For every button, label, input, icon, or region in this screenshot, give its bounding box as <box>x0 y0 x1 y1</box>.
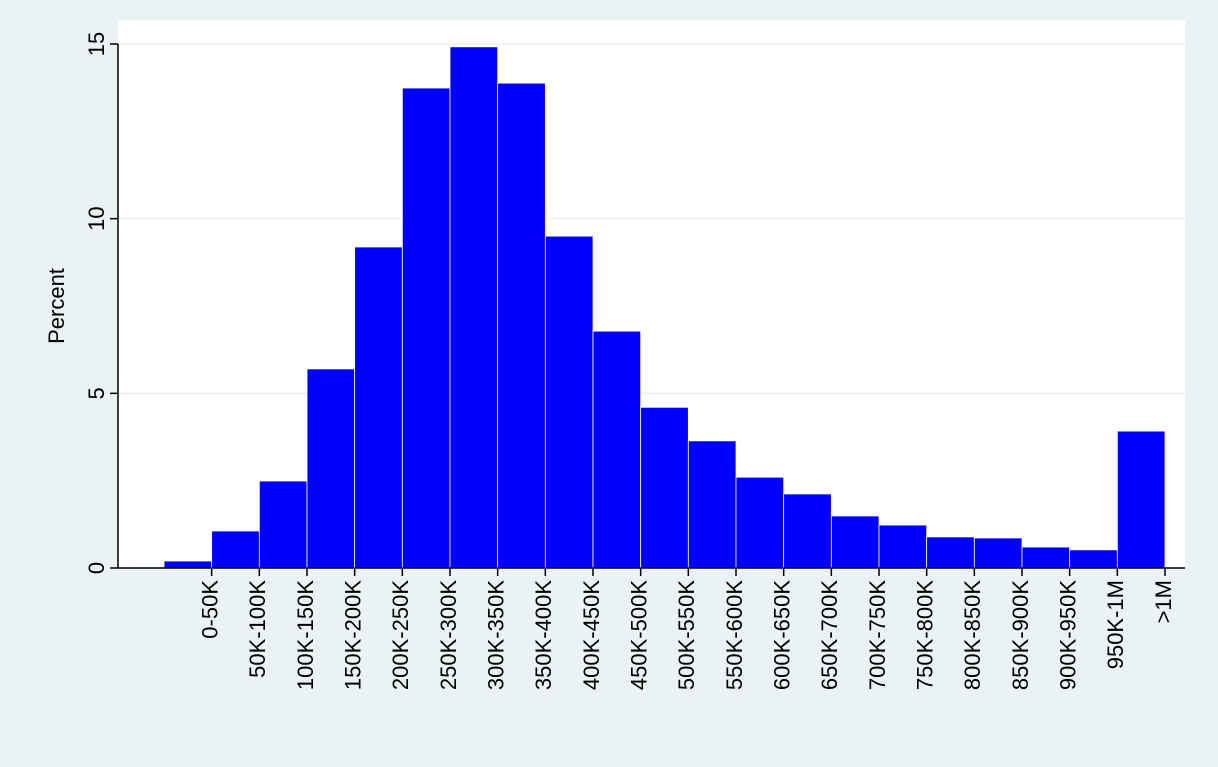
x-tick-label: 500K-550K <box>674 580 699 690</box>
bar <box>1069 549 1118 569</box>
x-tick-label: 400K-450K <box>579 580 604 690</box>
bar <box>783 493 832 569</box>
bar <box>306 368 356 569</box>
x-tick-label: 300K-350K <box>483 580 508 690</box>
x-tick-label: 700K-750K <box>865 580 890 690</box>
x-tick-label: 150K-200K <box>340 580 365 690</box>
bar <box>497 82 546 569</box>
bar <box>973 537 1023 569</box>
x-tick-label: 250K-300K <box>436 580 461 690</box>
x-tick-label: 650K-700K <box>817 580 842 690</box>
bar <box>163 560 213 569</box>
y-axis-label: Percent <box>44 268 69 344</box>
y-tick-label: 0 <box>84 562 109 574</box>
x-tick-label: 800K-850K <box>960 580 985 690</box>
bar <box>211 530 260 569</box>
y-tick-label: 15 <box>84 32 109 56</box>
bar <box>926 536 975 569</box>
x-tick-label: 350K-400K <box>531 580 556 690</box>
bar <box>878 524 928 569</box>
bar <box>830 515 880 569</box>
x-tick-label: 450K-500K <box>626 580 651 690</box>
y-tick-label: 10 <box>84 206 109 230</box>
x-tick-label: 100K-150K <box>293 580 318 690</box>
x-tick-label: >1M <box>1151 580 1176 623</box>
bar <box>640 406 689 569</box>
x-tick-label: 50K-100K <box>245 580 270 678</box>
bar <box>544 235 594 569</box>
y-tick-label: 5 <box>84 387 109 399</box>
x-tick-label: 850K-900K <box>1008 580 1033 690</box>
bar <box>354 246 403 569</box>
bar <box>449 46 499 569</box>
bar <box>1021 546 1071 569</box>
x-tick-label: 550K-600K <box>722 580 747 690</box>
x-tick-label: 0-50K <box>197 580 222 639</box>
bar <box>687 440 737 569</box>
bar <box>401 87 451 569</box>
bar <box>258 480 308 569</box>
x-tick-label: 200K-250K <box>388 580 413 690</box>
bar <box>735 476 785 569</box>
x-tick-label: 750K-800K <box>912 580 937 690</box>
bar <box>1116 430 1166 569</box>
x-tick-label: 900K-950K <box>1055 580 1080 690</box>
x-tick-label: 950K-1M <box>1103 580 1128 669</box>
bar <box>592 330 642 569</box>
x-tick-label: 600K-650K <box>769 580 794 690</box>
